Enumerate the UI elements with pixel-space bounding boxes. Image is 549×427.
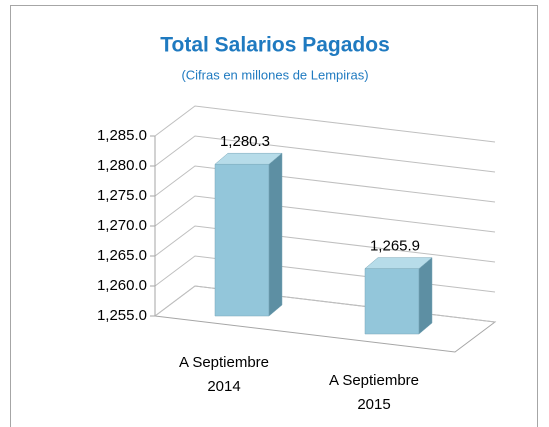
bar-top [214, 152, 283, 165]
grid-line [154, 255, 496, 293]
grid-line [154, 135, 496, 173]
grid-line [154, 225, 496, 263]
chart-title: Total Salarios Pagados [160, 34, 390, 57]
y-tick-label: 1,280.0 [97, 157, 147, 174]
grid-line [154, 165, 496, 203]
value-label: 1,265.9 [370, 238, 420, 255]
bar [214, 152, 283, 317]
x-tick-label: A Septiembre 2015 [328, 372, 420, 413]
chart-subtitle: (Cifras en millones de Lempiras) [181, 67, 368, 82]
y-tick-label: 1,275.0 [97, 187, 147, 204]
bar-side [268, 152, 283, 317]
bar [364, 257, 433, 335]
value-label: 1,280.3 [220, 133, 270, 150]
bar-top [364, 257, 433, 269]
bar-side [418, 257, 433, 335]
bar-front [214, 163, 270, 317]
bar-front [364, 268, 420, 335]
y-tick-label: 1,255.0 [97, 307, 147, 324]
chart-frame [10, 5, 538, 427]
y-tick-label: 1,285.0 [97, 127, 147, 144]
y-tick-label: 1,265.0 [97, 247, 147, 264]
grid-line [154, 285, 496, 323]
floor [153, 285, 497, 353]
y-tick-label: 1,270.0 [97, 217, 147, 234]
grid-line [154, 195, 496, 233]
grid-line [154, 105, 496, 143]
x-tick-label: A Septiembre 2014 [178, 354, 270, 395]
y-tick-label: 1,260.0 [97, 277, 147, 294]
